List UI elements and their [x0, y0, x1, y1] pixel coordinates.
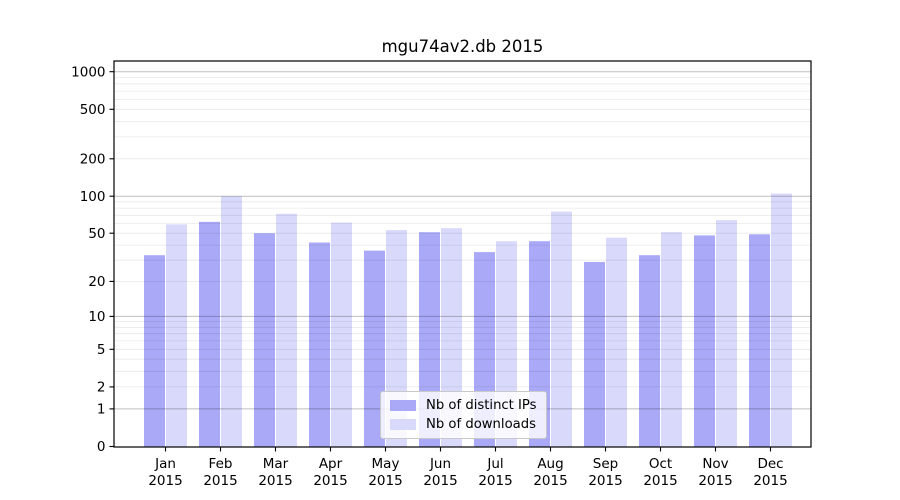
x-tick-label-year: 2015 [148, 473, 182, 489]
x-tick-label-month: Aug [537, 456, 563, 472]
bar-jan-ips [144, 255, 165, 447]
legend-item-downloads: Nb of downloads [390, 417, 537, 432]
x-tick-label-month: Nov [702, 456, 728, 472]
x-tick-label-year: 2015 [588, 473, 622, 489]
x-tick-label-year: 2015 [698, 473, 732, 489]
x-tick-label-year: 2015 [643, 473, 677, 489]
y-tick-label: 10 [88, 309, 105, 325]
x-tick-label-month: Jan [154, 456, 176, 472]
x-tick-label-month: Mar [263, 456, 289, 472]
x-tick-label-month: Apr [319, 456, 343, 472]
x-tick-label-month: Jun [429, 456, 451, 472]
bar-feb-downloads [221, 196, 242, 447]
chart-title: mgu74av2.db 2015 [381, 37, 544, 56]
bar-oct-downloads [661, 232, 682, 447]
x-tick-label-year: 2015 [478, 473, 512, 489]
legend: Nb of distinct IPs Nb of downloads [380, 391, 547, 439]
bar-nov-downloads [716, 220, 737, 447]
bar-jan-downloads [166, 224, 187, 447]
bar-aug-downloads [551, 211, 572, 447]
legend-label-downloads: Nb of downloads [426, 417, 536, 432]
bar-may-ips [364, 250, 385, 447]
y-tick-label: 500 [80, 102, 106, 118]
bar-sep-ips [584, 262, 605, 447]
y-tick-label: 0 [97, 439, 106, 455]
legend-swatch-distinct-ips [390, 400, 416, 411]
bar-apr-ips [309, 242, 330, 447]
y-tick-label: 200 [80, 152, 106, 168]
bar-feb-ips [199, 221, 220, 447]
x-tick-label-month: Dec [757, 456, 783, 472]
legend-swatch-downloads [390, 419, 416, 430]
bar-nov-ips [694, 235, 715, 447]
bar-sep-downloads [606, 237, 627, 447]
x-tick-label-year: 2015 [258, 473, 292, 489]
y-tick-label: 5 [97, 342, 106, 358]
y-tick-label: 100 [80, 189, 106, 205]
legend-label-distinct-ips: Nb of distinct IPs [426, 398, 537, 413]
gridlines-minor [114, 77, 811, 388]
x-tick-label-year: 2015 [368, 473, 402, 489]
y-tick-label: 2 [97, 380, 106, 396]
x-tick-label-year: 2015 [313, 473, 347, 489]
bar-mar-downloads [276, 213, 297, 447]
y-tick-label: 1000 [71, 64, 105, 80]
x-tick-label-year: 2015 [753, 473, 787, 489]
bar-oct-ips [639, 255, 660, 447]
x-tick-label-month: May [372, 456, 400, 472]
bar-apr-downloads [331, 222, 352, 447]
bar-dec-ips [749, 234, 770, 447]
legend-item-distinct-ips: Nb of distinct IPs [390, 398, 537, 413]
bar-dec-downloads [771, 193, 792, 447]
bar-series-1 [166, 193, 792, 447]
x-tick-label-month: Sep [593, 456, 618, 472]
x-tick-label-year: 2015 [423, 473, 457, 489]
bar-mar-ips [254, 233, 275, 447]
y-tick-label: 1 [97, 402, 106, 418]
x-tick-label-month: Feb [209, 456, 233, 472]
x-tick-label-month: Oct [649, 456, 672, 472]
y-tick-label: 50 [88, 226, 105, 242]
x-tick-label-month: Jul [486, 456, 503, 472]
x-axis: Jan2015Feb2015Mar2015Apr2015May2015Jun20… [148, 447, 788, 489]
x-tick-label-year: 2015 [533, 473, 567, 489]
y-tick-label: 20 [88, 274, 105, 290]
x-tick-label-year: 2015 [203, 473, 237, 489]
plot-border [113, 60, 812, 448]
